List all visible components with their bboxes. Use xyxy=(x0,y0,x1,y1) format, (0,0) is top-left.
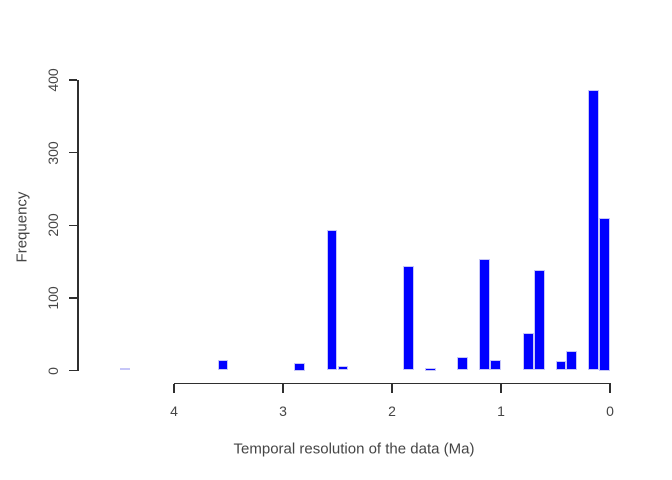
histogram-bar xyxy=(119,367,131,371)
x-axis-title: Temporal resolution of the data (Ma) xyxy=(233,440,475,458)
histogram-bar xyxy=(533,270,545,371)
histogram-bar xyxy=(522,332,534,371)
histogram-bar xyxy=(490,359,501,371)
x-axis-tick xyxy=(391,384,393,393)
x-tick-label: 3 xyxy=(279,403,287,419)
y-tick-label: 100 xyxy=(45,286,61,310)
histogram-bar xyxy=(457,357,469,371)
histogram-bar xyxy=(555,361,567,371)
y-axis-title: Frequency xyxy=(13,191,31,263)
x-tick-label: 4 xyxy=(170,403,178,419)
y-axis-tick xyxy=(68,369,77,372)
histogram-bar xyxy=(402,265,414,371)
x-axis-tick xyxy=(609,384,611,393)
y-axis-tick xyxy=(68,151,77,154)
x-tick-label: 1 xyxy=(497,403,505,419)
y-axis-tick xyxy=(68,224,77,226)
x-tick-label: 0 xyxy=(606,403,614,419)
histogram-bar xyxy=(588,90,600,371)
histogram-bar xyxy=(337,366,349,371)
histogram-bar xyxy=(566,350,578,371)
x-axis-tick xyxy=(500,384,502,393)
histogram-bar xyxy=(293,362,305,371)
histogram-bar xyxy=(326,229,338,371)
y-tick-label: 200 xyxy=(45,213,61,237)
histogram-bar xyxy=(599,218,610,371)
x-axis-tick xyxy=(282,384,284,393)
histogram-bar xyxy=(217,360,229,371)
y-axis-tick xyxy=(68,79,77,81)
histogram-bar xyxy=(424,368,436,371)
x-axis-line xyxy=(173,382,611,384)
x-axis-tick xyxy=(173,384,175,393)
y-tick-label: 400 xyxy=(45,68,61,92)
x-tick-label: 2 xyxy=(388,403,396,419)
y-tick-label: 0 xyxy=(45,366,61,375)
y-axis-line xyxy=(77,79,79,371)
histogram-bar xyxy=(479,259,491,371)
y-tick-label: 300 xyxy=(45,140,61,165)
y-axis-tick xyxy=(68,297,77,299)
